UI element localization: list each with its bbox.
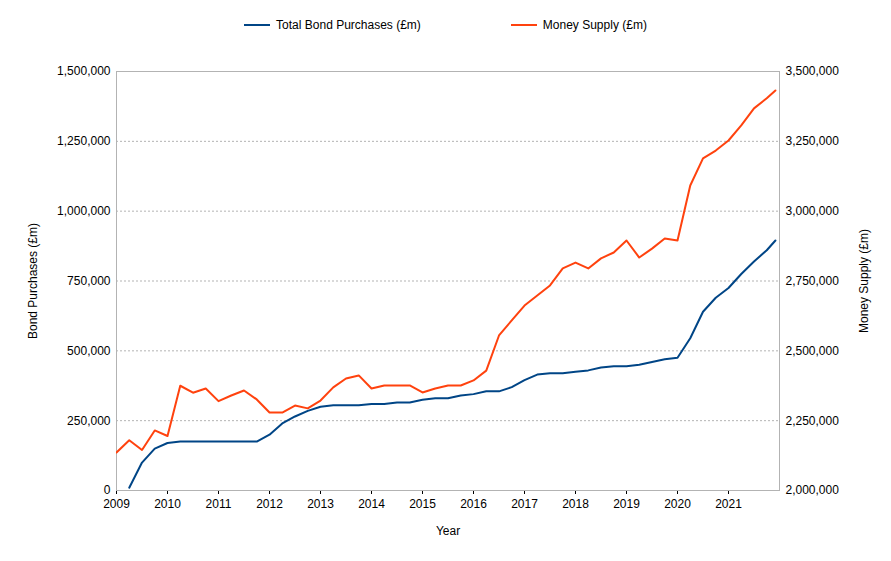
svg-text:750,000: 750,000 (67, 274, 111, 288)
svg-text:2009: 2009 (103, 497, 130, 511)
svg-text:2021: 2021 (715, 497, 742, 511)
svg-text:2015: 2015 (409, 497, 436, 511)
svg-text:2010: 2010 (154, 497, 181, 511)
svg-text:Bond Purchases (£m): Bond Purchases (£m) (26, 223, 40, 339)
svg-text:3,250,000: 3,250,000 (786, 134, 840, 148)
html-text:Money Supply (£m): Money Supply (£m) (542, 18, 647, 32)
svg-text:2,500,000: 2,500,000 (786, 344, 840, 358)
svg-text:3,500,000: 3,500,000 (786, 64, 840, 78)
svg-text:2019: 2019 (613, 497, 640, 511)
svg-text:2017: 2017 (511, 497, 538, 511)
svg-text:2,000,000: 2,000,000 (786, 483, 840, 497)
svg-text:2014: 2014 (358, 497, 385, 511)
svg-text:2013: 2013 (307, 497, 334, 511)
svg-text:2018: 2018 (562, 497, 589, 511)
svg-text:500,000: 500,000 (67, 344, 111, 358)
svg-text:2,750,000: 2,750,000 (786, 274, 840, 288)
svg-text:0: 0 (104, 483, 111, 497)
svg-text:2016: 2016 (460, 497, 487, 511)
svg-text:250,000: 250,000 (67, 414, 111, 428)
svg-text:1,000,000: 1,000,000 (57, 204, 111, 218)
svg-text:1,500,000: 1,500,000 (57, 64, 111, 78)
svg-text:Year: Year (436, 524, 460, 538)
svg-text:2011: 2011 (206, 497, 232, 511)
html-text:Total Bond Purchases (£m): Total Bond Purchases (£m) (276, 18, 421, 32)
svg-text:2012: 2012 (256, 497, 283, 511)
svg-text:2,250,000: 2,250,000 (786, 414, 840, 428)
svg-text:1,250,000: 1,250,000 (57, 134, 111, 148)
svg-text:3,000,000: 3,000,000 (786, 204, 840, 218)
svg-text:2020: 2020 (664, 497, 691, 511)
svg-text:Money Supply (£m): Money Supply (£m) (857, 229, 871, 333)
